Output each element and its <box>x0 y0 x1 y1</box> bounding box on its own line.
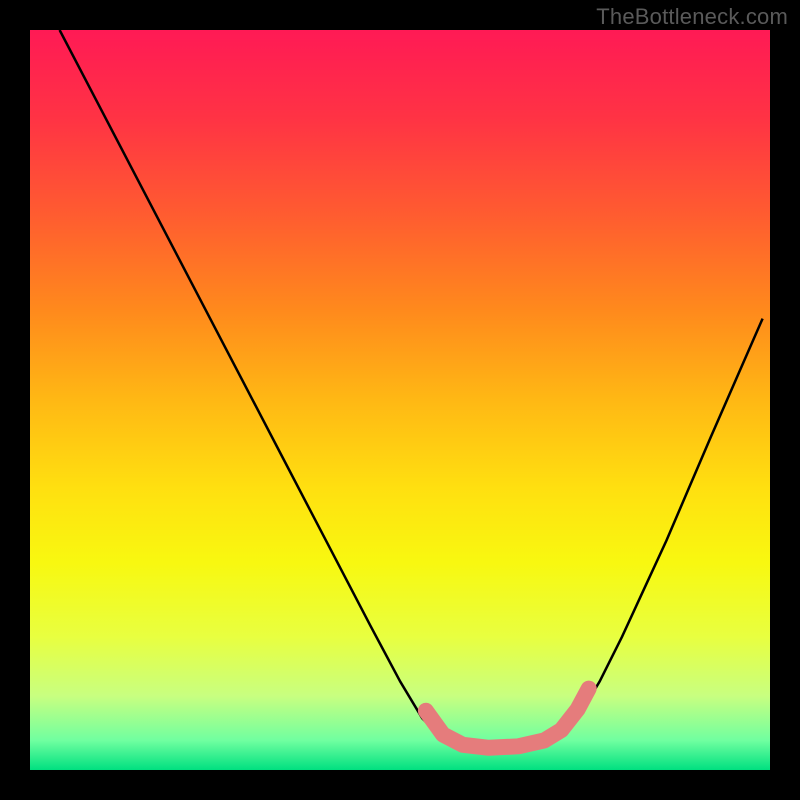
bottleneck-curve-chart <box>0 0 800 800</box>
watermark-text: TheBottleneck.com <box>596 4 788 30</box>
gradient-plot-area <box>30 30 770 770</box>
chart-stage: TheBottleneck.com <box>0 0 800 800</box>
